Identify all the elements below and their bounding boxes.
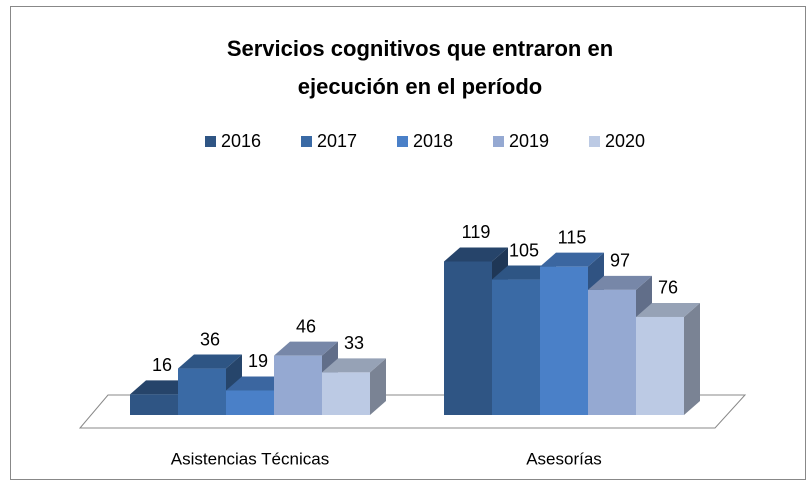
bar-front [322, 372, 370, 415]
legend-label: 2016 [221, 131, 261, 151]
x-tick-label: Asesorías [526, 449, 602, 468]
bar-top [588, 275, 652, 290]
bar-front [444, 261, 492, 415]
bar [322, 358, 386, 415]
legend-swatch [397, 136, 408, 147]
bar-front [130, 394, 178, 415]
bar [636, 302, 700, 415]
bar-top [178, 354, 242, 369]
bar-side [684, 302, 700, 415]
data-label: 36 [200, 329, 220, 349]
data-label: 115 [558, 227, 587, 247]
bar-front [492, 279, 540, 415]
bar-top [540, 252, 604, 267]
chart-title: ejecución en el período [298, 74, 543, 99]
data-label: 19 [248, 351, 268, 371]
data-label: 119 [462, 222, 491, 242]
bar-side [370, 358, 386, 415]
bar-front [226, 390, 274, 415]
legend-swatch [589, 136, 600, 147]
bar-top [636, 302, 700, 317]
bar-front [274, 355, 322, 415]
bar-front [178, 368, 226, 415]
legend-label: 2018 [413, 131, 453, 151]
legend-swatch [301, 136, 312, 147]
data-label: 105 [509, 240, 539, 260]
legend-swatch [205, 136, 216, 147]
data-label: 97 [610, 251, 630, 271]
bar-front [540, 266, 588, 415]
data-label: 33 [344, 333, 364, 353]
legend-label: 2019 [509, 131, 549, 151]
bar-front [588, 289, 636, 415]
x-tick-label: Asistencias Técnicas [171, 449, 329, 468]
legend-label: 2017 [317, 131, 357, 151]
legend-swatch [493, 136, 504, 147]
data-label: 76 [658, 278, 678, 298]
bar-front [636, 316, 684, 415]
data-label: 16 [152, 355, 172, 375]
legend-label: 2020 [605, 131, 645, 151]
bar-top [322, 358, 386, 373]
bar-top [444, 247, 508, 262]
data-label: 46 [296, 316, 316, 336]
chart-title: Servicios cognitivos que entraron en [227, 36, 613, 61]
bar-top [274, 341, 338, 356]
